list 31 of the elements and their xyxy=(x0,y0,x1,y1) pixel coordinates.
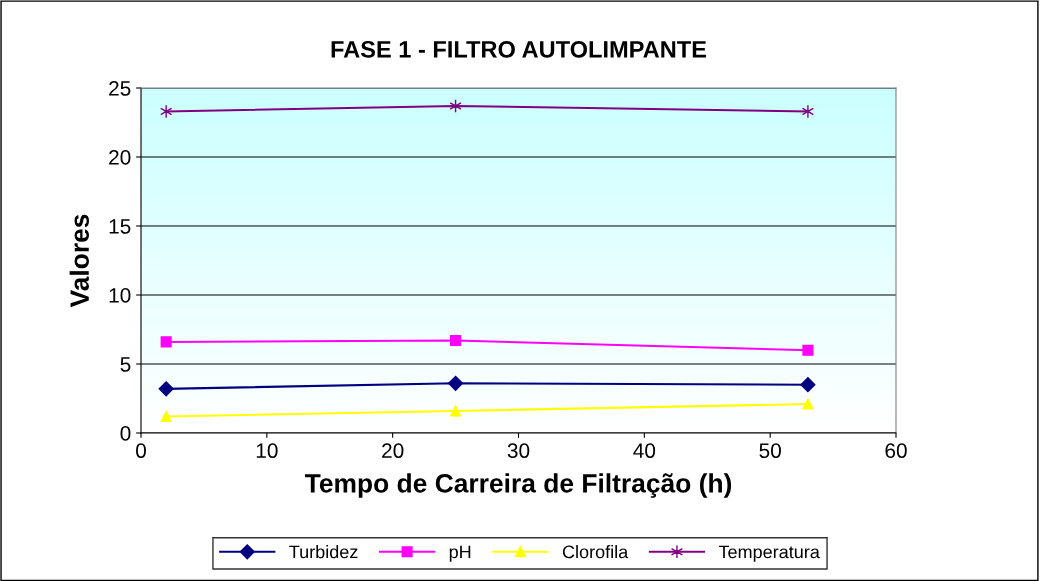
point xyxy=(800,377,816,393)
x-axis-title: Tempo de Carreira de Filtração (h) xyxy=(304,473,732,498)
point xyxy=(160,336,172,348)
x-tick-label: 10 xyxy=(256,443,278,459)
y-tick-label: 5 xyxy=(120,357,131,372)
point xyxy=(801,104,815,119)
x-tick-label: 40 xyxy=(633,443,656,459)
chart-title: FASE 1 - FILTRO AUTOLIMPANTE xyxy=(331,40,707,58)
point xyxy=(158,381,174,397)
y-tick-label: 25 xyxy=(109,81,131,96)
legend-label: Turbidez xyxy=(289,545,358,559)
y-tick-label: 20 xyxy=(109,150,131,165)
point xyxy=(802,344,814,356)
point xyxy=(802,398,814,410)
legend-label: Temperatura xyxy=(718,545,820,562)
point xyxy=(160,104,173,119)
x-tick-label: 20 xyxy=(382,443,404,459)
point xyxy=(450,405,462,417)
x-tick-label: 60 xyxy=(885,443,907,459)
point xyxy=(450,334,462,347)
y-tick-label: 15 xyxy=(109,219,131,234)
x-tick-label: 0 xyxy=(136,443,146,459)
y-tick-label: 10 xyxy=(109,288,131,303)
legend-label: pH xyxy=(449,545,471,562)
point xyxy=(448,375,464,391)
x-tick-label: 30 xyxy=(507,443,530,459)
point xyxy=(160,410,172,422)
y-tick-label: 0 xyxy=(120,426,131,441)
x-tick-label: 50 xyxy=(759,443,781,459)
y-axis-title: Valores xyxy=(69,214,89,308)
legend-label: Clorofila xyxy=(562,545,629,559)
